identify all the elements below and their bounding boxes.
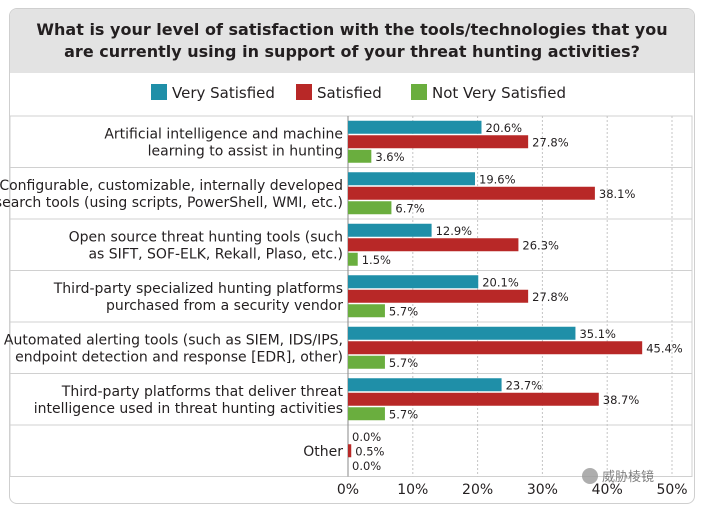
bar-very-satisfied (348, 378, 502, 392)
bar-not-very-satisfied (348, 407, 385, 421)
category-label: as SIFT, SOF-ELK, Rekall, Plaso, etc.) (88, 246, 343, 262)
value-label: 0.0% (352, 430, 381, 444)
bar-satisfied (348, 186, 595, 200)
watermark-text: 威胁棱镜 (602, 470, 655, 485)
bar-not-very-satisfied (348, 201, 392, 215)
legend-swatch-1 (151, 84, 167, 100)
value-label: 12.9% (436, 224, 473, 238)
legend-label-2: Satisfied (317, 84, 382, 102)
bar-satisfied (348, 444, 352, 458)
value-label: 45.4% (646, 341, 683, 355)
category-label: learning to assist in hunting (148, 143, 343, 159)
category-label: Third-party specialized hunting platform… (53, 281, 343, 297)
category-label: Third-party platforms that deliver threa… (61, 384, 344, 400)
value-label: 5.7% (389, 356, 418, 370)
bar-not-very-satisfied (348, 304, 385, 318)
category-label: search tools (using scripts, PowerShell,… (0, 195, 343, 211)
x-tick-label: 40% (592, 482, 623, 498)
bar-satisfied (348, 135, 529, 149)
chart-frame: What is your level of satisfaction with … (9, 8, 695, 504)
bar-satisfied (348, 341, 643, 355)
category-label: intelligence used in threat hunting acti… (34, 401, 343, 417)
legend-swatch-2 (296, 84, 312, 100)
bar-satisfied (348, 289, 529, 303)
category-label: endpoint detection and response [EDR], o… (15, 349, 343, 365)
value-label: 38.7% (603, 393, 640, 407)
value-label: 0.0% (352, 459, 381, 473)
value-label: 1.5% (362, 253, 391, 267)
legend-label-3: Not Very Satisfied (432, 84, 566, 102)
value-label: 5.7% (389, 407, 418, 421)
bar-very-satisfied (348, 326, 576, 340)
plot-area-border (9, 115, 693, 477)
category-label: purchased from a security vendor (106, 298, 343, 314)
legend-swatch-3 (411, 84, 427, 100)
value-label: 0.5% (355, 444, 384, 458)
value-label: 3.6% (375, 150, 404, 164)
value-label: 26.3% (522, 238, 559, 252)
category-label: Open source threat hunting tools (such (69, 229, 343, 245)
category-label: Automated alerting tools (such as SIEM, … (4, 332, 343, 348)
value-label: 5.7% (389, 304, 418, 318)
bar-very-satisfied (348, 223, 432, 237)
value-label: 19.6% (479, 172, 516, 186)
value-label: 20.6% (485, 121, 522, 135)
bar-very-satisfied (348, 275, 479, 289)
bar-very-satisfied (348, 120, 482, 134)
wechat-icon (582, 467, 598, 484)
bar-not-very-satisfied (348, 355, 385, 369)
value-label: 6.7% (395, 201, 424, 215)
bar-very-satisfied (348, 172, 476, 186)
value-label: 20.1% (482, 275, 519, 289)
value-label: 35.1% (579, 327, 616, 341)
title-bar: What is your level of satisfaction with … (10, 9, 694, 73)
category-label: Configurable, customizable, internally d… (0, 178, 343, 194)
watermark: 威胁棱镜 (582, 466, 654, 485)
category-label: Other (303, 444, 343, 460)
value-label: 23.7% (506, 378, 543, 392)
x-tick-label: 0% (337, 482, 359, 498)
value-label: 27.8% (532, 135, 569, 149)
bar-satisfied (348, 392, 599, 406)
x-tick-label: 30% (527, 482, 558, 498)
value-label: 27.8% (532, 290, 569, 304)
x-tick-label: 50% (656, 482, 687, 498)
category-label: Artificial intelligence and machine (104, 126, 343, 142)
x-tick-label: 10% (397, 482, 428, 498)
legend-label-1: Very Satisfied (172, 84, 275, 102)
x-tick-label: 20% (462, 482, 493, 498)
chart-title: What is your level of satisfaction with … (36, 20, 668, 61)
bar-not-very-satisfied (348, 149, 372, 163)
bar-not-very-satisfied (348, 252, 358, 266)
value-label: 38.1% (599, 187, 636, 201)
bar-satisfied (348, 238, 519, 252)
